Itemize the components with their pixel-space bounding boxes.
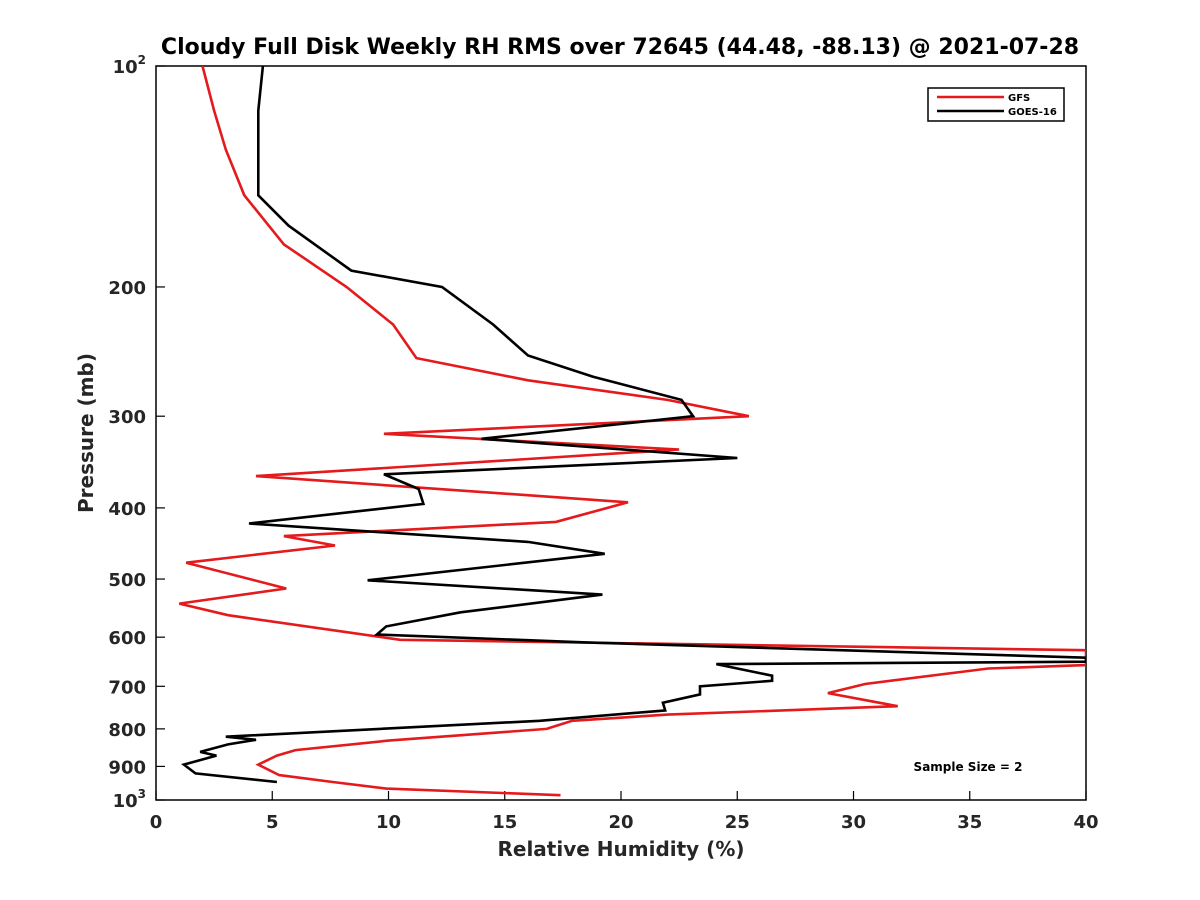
y-tick-label: 600 xyxy=(108,628,146,649)
x-tick-label: 20 xyxy=(608,812,633,833)
series-line-gfs xyxy=(178,66,1086,797)
chart-title: Cloudy Full Disk Weekly RH RMS over 7264… xyxy=(161,35,1079,60)
x-tick-label: 35 xyxy=(957,812,982,833)
x-axis: 0 5 10 15 20 25 30 35 40 xyxy=(150,791,1099,833)
sample-size-annotation: Sample Size = 2 xyxy=(914,760,1023,774)
legend: GFS GOES-16 xyxy=(927,87,1065,122)
x-tick-label: 30 xyxy=(841,812,866,833)
legend-label-gfs: GFS xyxy=(1008,93,1030,104)
y-tick-label: 900 xyxy=(108,757,146,778)
series-layer xyxy=(178,66,1086,797)
series-line-goes-16 xyxy=(181,66,1086,784)
x-tick-label: 25 xyxy=(725,812,750,833)
x-tick-label: 40 xyxy=(1073,812,1098,833)
x-tick-label: 5 xyxy=(266,812,279,833)
x-axis-label: Relative Humidity (%) xyxy=(497,837,744,861)
y-tick-label: 102 xyxy=(113,53,146,78)
y-tick-label: 400 xyxy=(108,499,146,520)
y-tick-label: 700 xyxy=(108,677,146,698)
y-axis: 102 200 300 400 500 600 700 800 900 103 xyxy=(108,53,165,812)
y-tick-label: 103 xyxy=(113,787,146,812)
y-tick-label: 500 xyxy=(108,570,146,591)
y-axis-label: Pressure (mb) xyxy=(74,353,98,513)
x-tick-label: 10 xyxy=(376,812,401,833)
y-tick-label: 800 xyxy=(108,720,146,741)
x-tick-label: 15 xyxy=(492,812,517,833)
y-tick-label: 300 xyxy=(108,407,146,428)
x-tick-label: 0 xyxy=(150,812,163,833)
legend-box xyxy=(927,87,1065,122)
y-tick-label: 200 xyxy=(108,278,146,299)
legend-label-goes-16: GOES-16 xyxy=(1008,107,1057,118)
